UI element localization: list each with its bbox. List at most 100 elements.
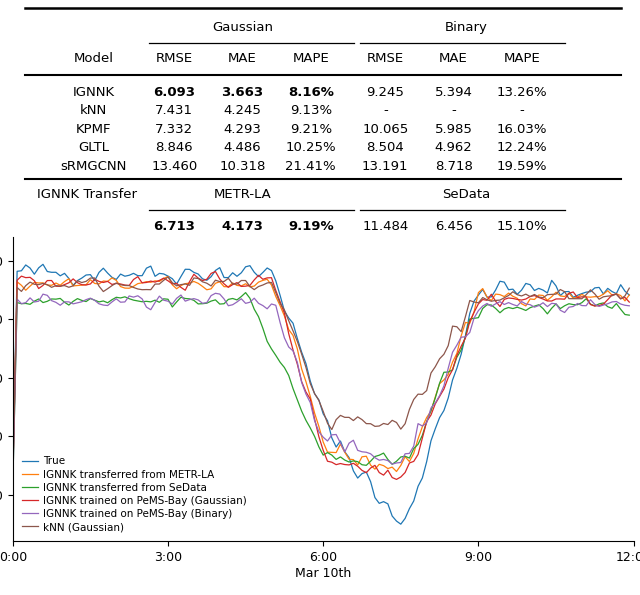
IGNNK trained on PeMS-Bay (Binary) <box>518 298 525 305</box>
Text: 6.713: 6.713 <box>153 220 195 233</box>
IGNNK trained on PeMS-Bay (Gaussian) <box>212 268 220 275</box>
Text: -: - <box>383 104 388 117</box>
Text: 4.293: 4.293 <box>223 123 261 136</box>
IGNNK transferred from METR-LA <box>164 273 172 280</box>
Text: GLTL: GLTL <box>78 142 109 155</box>
kNN (Gaussian) <box>518 292 525 299</box>
IGNNK trained on PeMS-Bay (Gaussian) <box>198 277 206 284</box>
Text: kNN: kNN <box>80 104 107 117</box>
True <box>39 261 47 268</box>
Text: METR-LA: METR-LA <box>214 189 271 202</box>
IGNNK trained on PeMS-Bay (Binary) <box>52 299 60 306</box>
Text: 8.504: 8.504 <box>367 142 404 155</box>
IGNNK trained on PeMS-Bay (Binary) <box>453 342 461 349</box>
IGNNK trained on PeMS-Bay (Gaussian) <box>625 299 633 306</box>
IGNNK trained on PeMS-Bay (Gaussian) <box>99 279 107 286</box>
Text: 15.10%: 15.10% <box>497 220 547 233</box>
Text: 9.19%: 9.19% <box>288 220 333 233</box>
Line: kNN (Gaussian): kNN (Gaussian) <box>13 277 629 477</box>
IGNNK transferred from METR-LA <box>453 350 461 357</box>
Text: IGNNK: IGNNK <box>72 86 115 99</box>
IGNNK transferred from METR-LA <box>52 280 60 287</box>
kNN (Gaussian) <box>453 323 461 330</box>
Line: True: True <box>13 264 629 524</box>
IGNNK transferred from SeData <box>453 353 461 361</box>
True <box>203 277 211 284</box>
Line: IGNNK trained on PeMS-Bay (Gaussian): IGNNK trained on PeMS-Bay (Gaussian) <box>13 271 629 480</box>
IGNNK transferred from SeData <box>242 289 250 296</box>
kNN (Gaussian) <box>509 288 516 295</box>
Text: IGNNK Transfer: IGNNK Transfer <box>37 189 138 202</box>
IGNNK transferred from METR-LA <box>9 473 17 480</box>
Text: 4.173: 4.173 <box>221 220 264 233</box>
Text: sRMGCNN: sRMGCNN <box>60 160 127 173</box>
Text: 4.245: 4.245 <box>223 104 261 117</box>
IGNNK trained on PeMS-Bay (Binary) <box>212 290 220 297</box>
Text: Binary: Binary <box>445 21 488 35</box>
Text: MAE: MAE <box>439 52 468 65</box>
Text: 5.985: 5.985 <box>435 123 472 136</box>
Text: 4.962: 4.962 <box>435 142 472 155</box>
True <box>104 270 111 277</box>
Text: -: - <box>451 104 456 117</box>
Text: 6.456: 6.456 <box>435 220 472 233</box>
IGNNK trained on PeMS-Bay (Gaussian) <box>458 343 465 350</box>
kNN (Gaussian) <box>164 273 172 280</box>
Text: SeData: SeData <box>442 189 490 202</box>
IGNNK transferred from SeData <box>625 312 633 319</box>
IGNNK trained on PeMS-Bay (Binary) <box>509 301 516 308</box>
Text: 3.663: 3.663 <box>221 86 264 99</box>
Text: 13.191: 13.191 <box>362 160 408 173</box>
Legend: True, IGNNK transferred from METR-LA, IGNNK transferred from SeData, IGNNK train: True, IGNNK transferred from METR-LA, IG… <box>18 452 251 536</box>
True <box>625 292 633 299</box>
Text: 12.24%: 12.24% <box>497 142 547 155</box>
IGNNK transferred from SeData <box>509 305 516 312</box>
IGNNK transferred from SeData <box>52 296 60 303</box>
Text: 21.41%: 21.41% <box>285 160 336 173</box>
X-axis label: Mar 10th: Mar 10th <box>295 567 351 580</box>
Text: MAPE: MAPE <box>504 52 540 65</box>
Text: MAE: MAE <box>228 52 257 65</box>
Line: IGNNK trained on PeMS-Bay (Binary): IGNNK trained on PeMS-Bay (Binary) <box>13 293 629 486</box>
Text: 4.486: 4.486 <box>224 142 261 155</box>
Text: MAPE: MAPE <box>292 52 329 65</box>
Text: RMSE: RMSE <box>156 52 193 65</box>
Text: KPMF: KPMF <box>76 123 111 136</box>
True <box>9 466 17 473</box>
Text: 9.21%: 9.21% <box>290 123 332 136</box>
IGNNK transferred from SeData <box>198 300 206 307</box>
kNN (Gaussian) <box>9 473 17 480</box>
Text: 9.245: 9.245 <box>366 86 404 99</box>
Text: -: - <box>520 104 524 117</box>
Text: Model: Model <box>74 52 113 65</box>
Text: 16.03%: 16.03% <box>497 123 547 136</box>
IGNNK transferred from SeData <box>99 298 107 305</box>
IGNNK trained on PeMS-Bay (Binary) <box>9 482 17 489</box>
Text: 13.26%: 13.26% <box>497 86 547 99</box>
Text: 5.394: 5.394 <box>435 86 472 99</box>
Text: 6.093: 6.093 <box>153 86 195 99</box>
IGNNK transferred from SeData <box>9 482 17 489</box>
Text: 8.718: 8.718 <box>435 160 472 173</box>
Text: 10.25%: 10.25% <box>285 142 336 155</box>
Text: 13.460: 13.460 <box>151 160 197 173</box>
IGNNK transferred from METR-LA <box>203 286 211 293</box>
Line: IGNNK transferred from METR-LA: IGNNK transferred from METR-LA <box>13 277 629 477</box>
IGNNK trained on PeMS-Bay (Binary) <box>198 300 206 307</box>
kNN (Gaussian) <box>625 284 633 292</box>
IGNNK transferred from METR-LA <box>518 300 525 307</box>
True <box>513 291 521 298</box>
IGNNK transferred from SeData <box>518 305 525 312</box>
Text: Gaussian: Gaussian <box>212 21 273 35</box>
kNN (Gaussian) <box>52 282 60 289</box>
Line: IGNNK transferred from SeData: IGNNK transferred from SeData <box>13 293 629 486</box>
IGNNK trained on PeMS-Bay (Gaussian) <box>393 476 401 483</box>
Text: 8.846: 8.846 <box>156 142 193 155</box>
Text: 11.484: 11.484 <box>362 220 408 233</box>
IGNNK trained on PeMS-Bay (Binary) <box>99 302 107 309</box>
IGNNK trained on PeMS-Bay (Gaussian) <box>513 296 521 303</box>
IGNNK trained on PeMS-Bay (Binary) <box>625 302 633 309</box>
kNN (Gaussian) <box>99 288 107 295</box>
IGNNK trained on PeMS-Bay (Gaussian) <box>52 283 60 290</box>
Text: RMSE: RMSE <box>367 52 404 65</box>
